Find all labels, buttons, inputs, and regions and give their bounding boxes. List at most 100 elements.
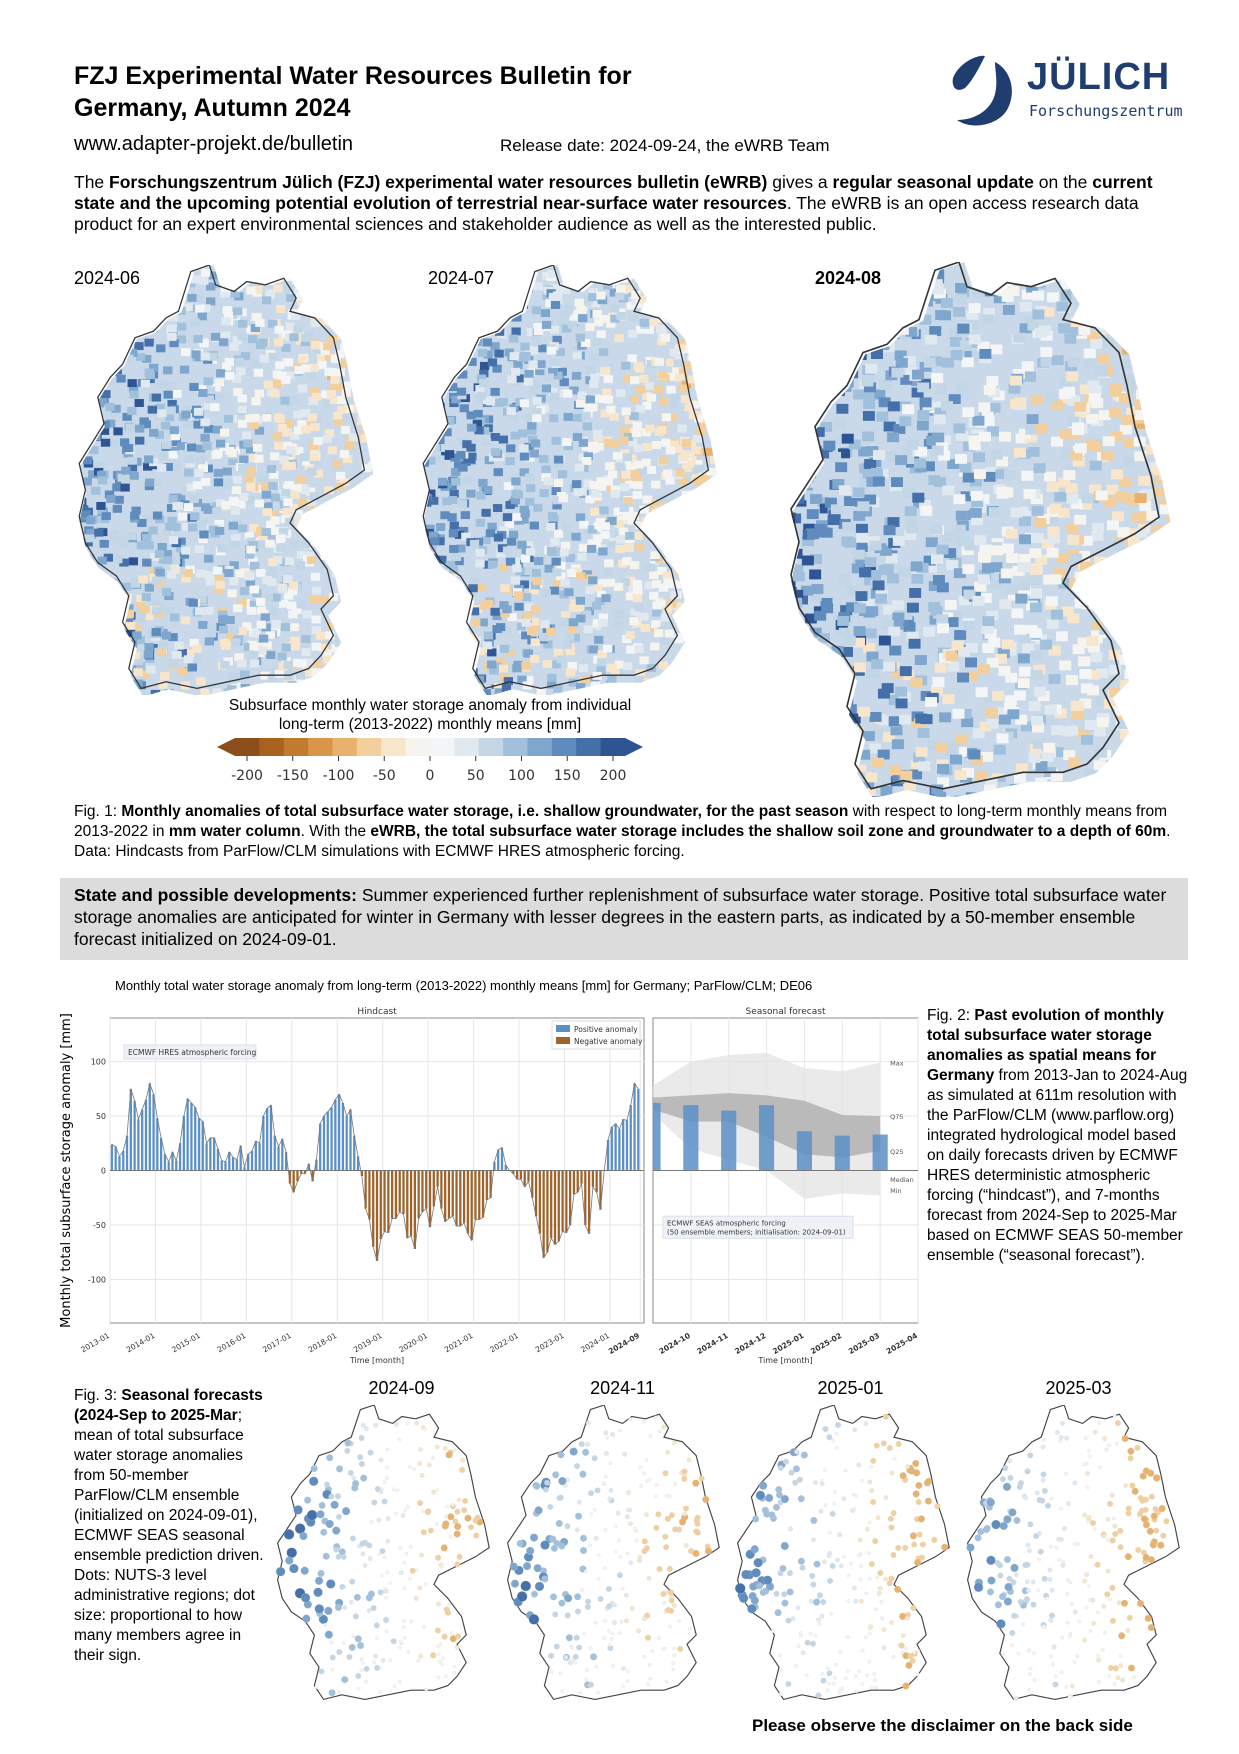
map-cell <box>336 518 347 527</box>
map-cell <box>904 515 917 526</box>
map-cell <box>457 499 467 508</box>
positive-bar <box>137 1119 140 1171</box>
positive-bar <box>209 1137 212 1171</box>
map-cell <box>79 612 86 621</box>
positive-bar <box>322 1116 326 1171</box>
map-cell <box>372 403 374 412</box>
map-cell <box>1032 739 1045 749</box>
map-cell <box>835 462 848 473</box>
region-dot <box>456 1553 463 1560</box>
map-cell <box>806 445 819 456</box>
map-cell <box>429 496 439 505</box>
map-cell <box>1157 672 1170 683</box>
map-cell <box>721 476 727 484</box>
map-cell <box>601 690 612 697</box>
map-cell <box>311 642 321 651</box>
map-cell <box>632 687 642 696</box>
intro-paragraph: The Forschungszentrum Jülich (FZJ) exper… <box>74 172 1184 235</box>
map-cell <box>208 352 218 361</box>
map-cell <box>493 398 503 407</box>
map-cell <box>378 416 383 424</box>
map-cell <box>99 675 110 684</box>
map-cell <box>915 279 928 289</box>
map-cell <box>1104 776 1117 786</box>
map-cell <box>577 306 587 315</box>
map-cell <box>860 313 873 324</box>
map-cell <box>211 383 221 392</box>
map-cell <box>180 348 191 357</box>
map-cell <box>1169 356 1171 367</box>
map-cell <box>1054 784 1067 795</box>
map-cell <box>653 309 663 318</box>
map-cell <box>1077 550 1090 561</box>
map-cell <box>903 780 916 791</box>
map-cell <box>1143 375 1156 386</box>
map-cell <box>139 605 149 614</box>
map-cell <box>871 659 884 670</box>
map-cell <box>933 414 946 425</box>
map-cell <box>866 476 879 487</box>
map-cell <box>970 754 983 765</box>
map-cell <box>127 379 137 388</box>
map-cell <box>697 300 707 309</box>
map-cell <box>590 507 600 516</box>
map-cell <box>1029 548 1042 559</box>
map-cell <box>891 264 904 275</box>
map-cell <box>310 423 320 431</box>
map-cell <box>1079 499 1092 510</box>
map-cell <box>434 324 444 333</box>
region-dot <box>367 1590 375 1598</box>
map-cell <box>443 309 453 318</box>
bulletin-url-link[interactable]: www.adapter-projekt.de/bulletin <box>74 133 354 155</box>
map-cell <box>723 413 727 421</box>
map-cell <box>112 483 122 492</box>
map-cell <box>242 622 252 631</box>
map-cell <box>804 613 817 624</box>
map-cell <box>1095 696 1108 707</box>
map-cell <box>589 352 599 361</box>
map-cell <box>1160 353 1171 363</box>
map-cell <box>959 340 972 351</box>
region-dot <box>372 1660 376 1665</box>
map-cell <box>853 662 866 673</box>
map-cell <box>644 325 654 334</box>
map-cell <box>149 363 159 372</box>
region-dot <box>332 1526 341 1535</box>
map-cell <box>563 389 573 398</box>
map-cell <box>193 335 203 343</box>
region-dot <box>394 1511 399 1516</box>
map-cell <box>837 317 850 328</box>
map-cell <box>151 393 162 402</box>
map-cell <box>938 435 951 446</box>
map-cell <box>713 678 717 687</box>
map-cell <box>82 669 93 678</box>
region-dot <box>596 1577 601 1581</box>
region-dot <box>662 1600 667 1605</box>
map-cell <box>984 466 997 477</box>
region-dot <box>304 1496 312 1504</box>
map-cell <box>983 385 996 395</box>
map-cell <box>293 426 304 435</box>
map-cell <box>382 574 383 582</box>
map-cell <box>366 309 374 318</box>
positive-bar <box>341 1102 345 1171</box>
map-cell <box>966 310 979 321</box>
map-cell <box>965 657 978 668</box>
map-cell <box>643 691 653 697</box>
map-cell <box>446 575 456 584</box>
map-cell <box>1133 350 1146 361</box>
map-cell <box>705 335 715 344</box>
map-cell <box>1094 556 1107 567</box>
map-cell <box>583 452 593 461</box>
map-cell <box>125 423 136 432</box>
map-cell <box>448 625 458 634</box>
map-cell <box>102 321 113 330</box>
map-cell <box>342 455 353 464</box>
colorbar-title-2: long-term (2013-2022) monthly means [mm] <box>278 716 582 733</box>
map-cell <box>1169 681 1171 691</box>
map-cell <box>621 407 631 416</box>
map-cell <box>427 553 438 562</box>
map-cell <box>449 655 459 664</box>
forecast-median-bar <box>721 1110 737 1171</box>
legend-label: Negative anomaly <box>574 1037 643 1046</box>
